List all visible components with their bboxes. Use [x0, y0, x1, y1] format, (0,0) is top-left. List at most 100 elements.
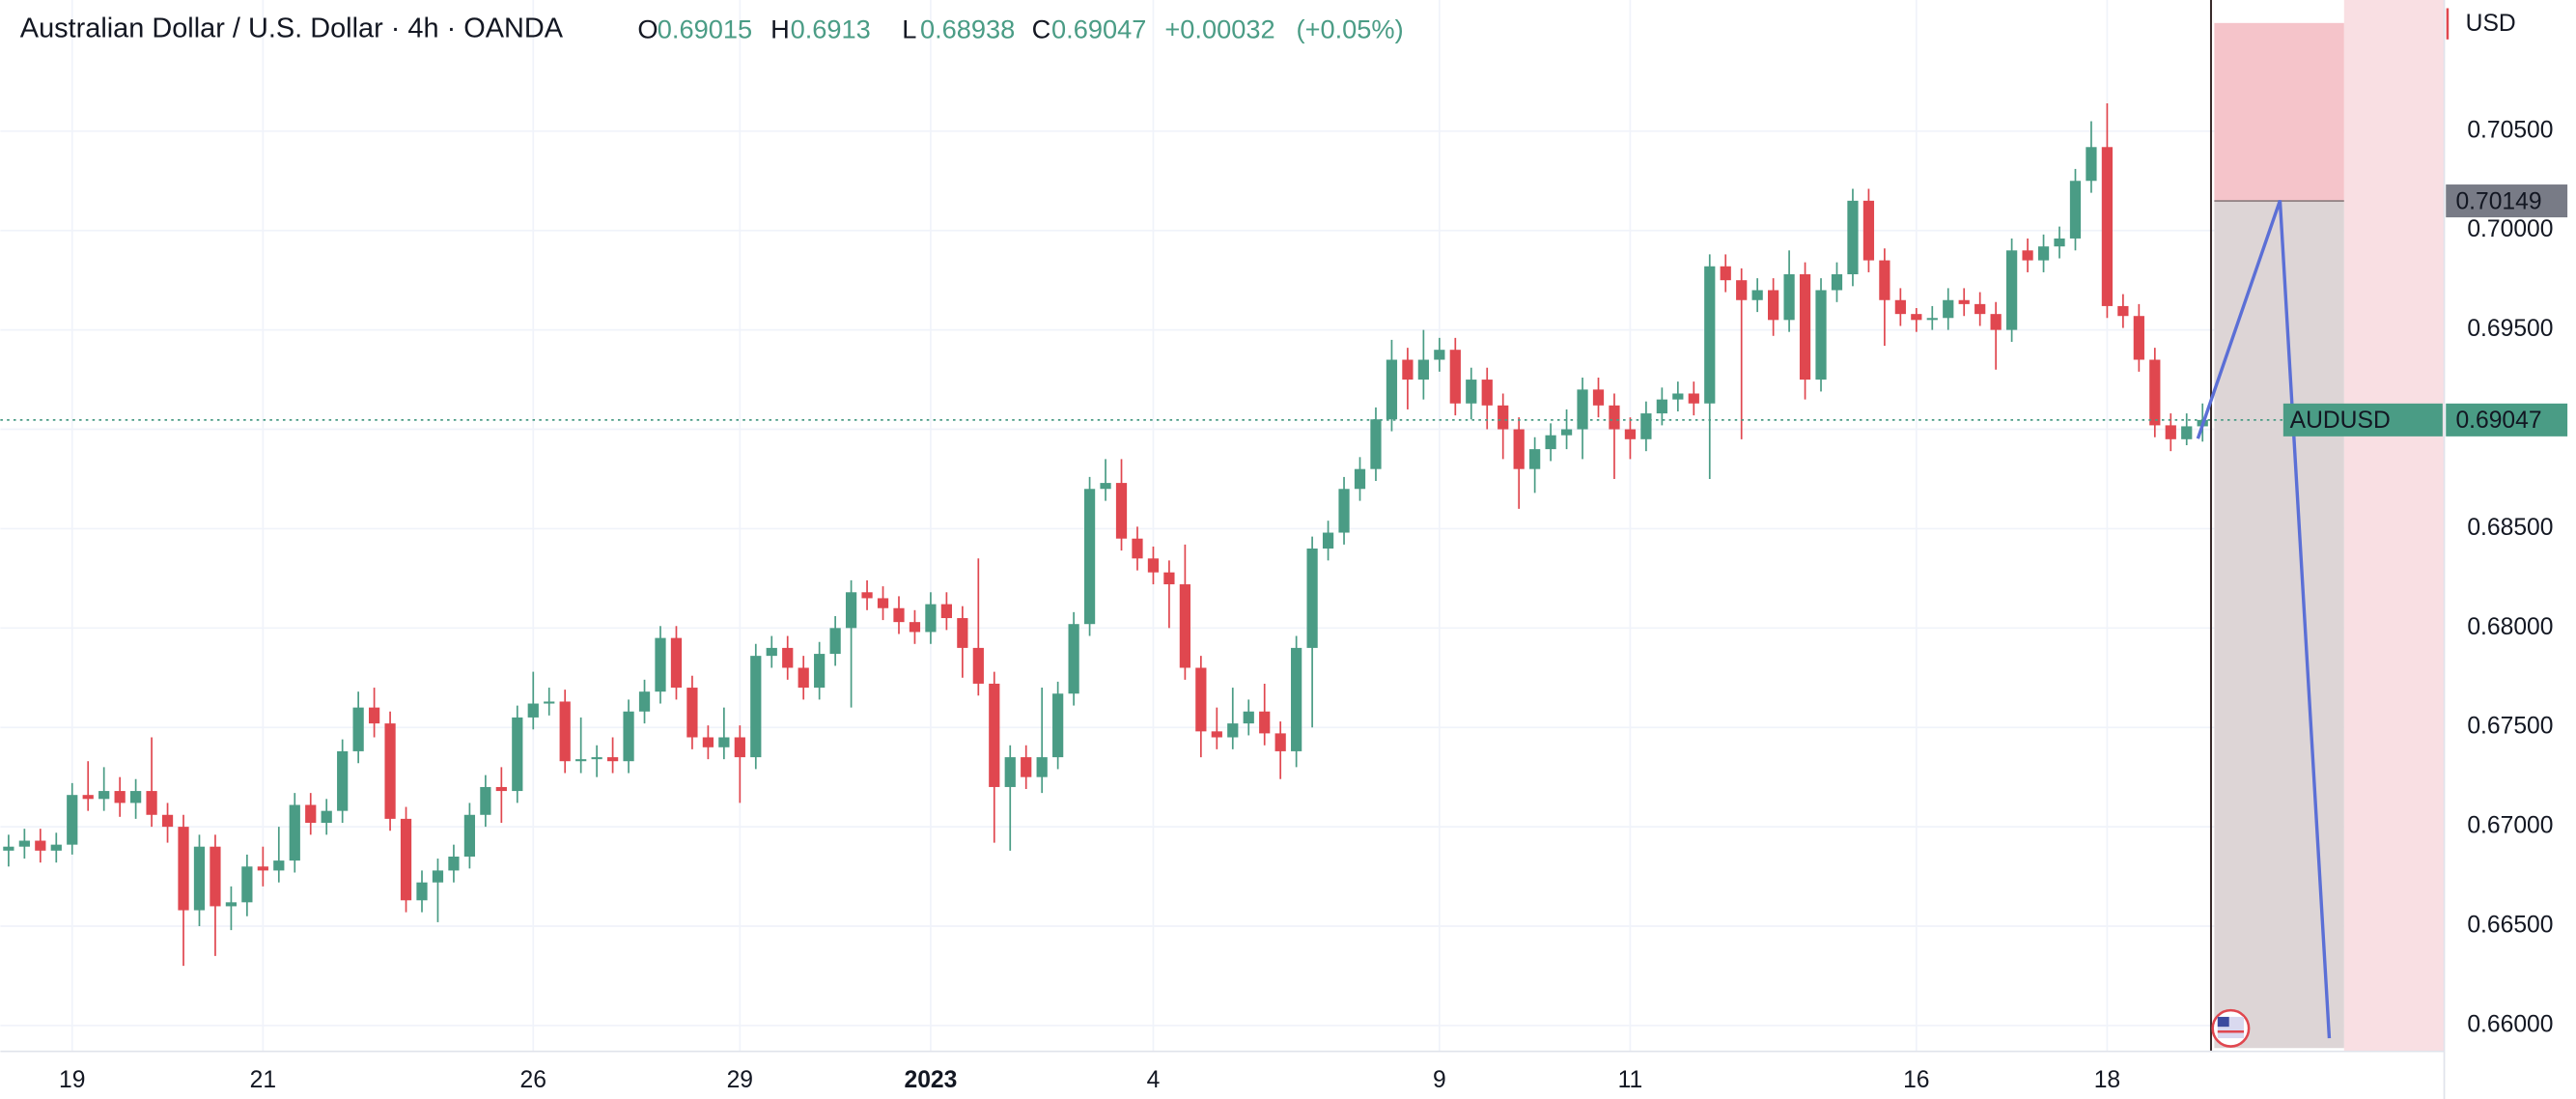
candle-body: [1768, 290, 1779, 321]
candle-body: [527, 703, 539, 718]
x-tick-label: 16: [1903, 1067, 1929, 1093]
x-tick-label: 26: [520, 1067, 546, 1093]
x-tick-label: 2023: [904, 1067, 957, 1093]
candle-body: [1958, 299, 1970, 304]
candle-body: [1783, 274, 1795, 321]
candle-body: [1274, 733, 1286, 751]
candle-body: [766, 647, 777, 657]
candle-body: [1704, 266, 1716, 404]
candle-body: [463, 814, 476, 857]
flag-icon: [2211, 1008, 2251, 1048]
y-tick-label: 0.70000: [2467, 216, 2553, 242]
candle-body: [1815, 290, 1827, 380]
future-zone: [2343, 0, 2445, 1052]
trend-drawing: [2196, 199, 2332, 1039]
candle-body: [3, 846, 14, 851]
price-badge: [2446, 403, 2568, 437]
position-tool: [2214, 22, 2344, 1049]
candle-body: [1640, 413, 1652, 439]
candle-body: [225, 902, 238, 907]
close-label: C: [1032, 14, 1051, 44]
legend-header: Australian Dollar / U.S. Dollar · 4h · O…: [20, 13, 1404, 43]
candle-body: [1259, 711, 1271, 734]
candle-body: [1513, 429, 1525, 469]
low-label: L: [902, 14, 916, 44]
candle-body: [1609, 405, 1620, 430]
candle-body: [1195, 667, 1207, 732]
y-tick-label: 0.69500: [2467, 316, 2553, 342]
candle-body: [877, 598, 889, 608]
candle-body: [1354, 468, 1366, 490]
candle-body: [861, 592, 873, 599]
candle-body: [1306, 549, 1318, 648]
candle-body: [623, 711, 634, 762]
candle-body: [1179, 584, 1190, 668]
y-tick-label: 0.67500: [2467, 714, 2553, 740]
candle-body: [1466, 380, 1477, 404]
low-value: 0.68938: [920, 14, 1015, 44]
candle-body: [352, 707, 364, 751]
candle-body: [1083, 489, 1096, 625]
candle-body: [512, 717, 523, 792]
candle-body: [1481, 380, 1493, 406]
y-tick-label: 0.66000: [2467, 1011, 2553, 1037]
candle-body: [655, 637, 666, 692]
candle-body: [495, 786, 507, 792]
candle-body: [1052, 693, 1064, 758]
symbol-label: AUDUSD: [2290, 408, 2391, 434]
candle-body: [321, 810, 332, 824]
candle-body: [670, 637, 683, 689]
candle-body: [35, 840, 46, 851]
candle-body: [1799, 274, 1811, 380]
candle-body: [734, 737, 745, 758]
candle-body: [1879, 260, 1890, 300]
candle-body: [972, 647, 984, 684]
candle-body: [1847, 200, 1859, 275]
x-tick-label: 4: [1147, 1067, 1161, 1093]
candle-body: [368, 707, 380, 724]
candle-body: [1592, 389, 1605, 406]
candle-body: [2149, 359, 2161, 426]
candle-body: [2037, 246, 2050, 261]
candle-body: [1751, 290, 1763, 300]
candle-body: [1911, 314, 1922, 321]
candle-body: [1545, 435, 1556, 450]
candle-body: [638, 691, 651, 712]
candle-body: [416, 882, 428, 901]
candle-body: [1338, 489, 1350, 533]
candle-body: [1688, 393, 1699, 404]
currency-label: USD: [2466, 11, 2516, 37]
candle-body: [337, 750, 349, 811]
change-value: +0.00032: [1164, 14, 1274, 44]
x-tick-label: 11: [1618, 1067, 1643, 1093]
candle-body: [940, 604, 952, 619]
candle-body: [1434, 350, 1445, 360]
candle-body: [1163, 572, 1175, 585]
open-value: 0.69015: [658, 14, 752, 44]
loss-zone: [2214, 22, 2344, 202]
candle-body: [1100, 483, 1111, 490]
candle-body: [1021, 757, 1032, 777]
candle-body: [67, 795, 78, 845]
candle-body: [989, 683, 1000, 787]
candle-body: [384, 723, 396, 819]
x-tick-label: 19: [59, 1067, 85, 1093]
candle-body: [814, 654, 826, 689]
candle-body: [1322, 532, 1334, 550]
x-tick-label: 21: [250, 1067, 276, 1093]
candle-body: [1386, 359, 1398, 420]
close-value: 0.69047: [1051, 14, 1146, 44]
candle-body: [2069, 181, 2082, 239]
candle-body: [2054, 238, 2065, 247]
candle-body: [925, 604, 937, 633]
candle-body: [829, 628, 841, 655]
candle-body: [1211, 731, 1222, 738]
grid: [0, 0, 2445, 1052]
candle-body: [210, 846, 221, 907]
y-tick-label: 0.66500: [2467, 913, 2553, 939]
candle-body: [1115, 483, 1128, 539]
symbol-badge: [2282, 403, 2443, 437]
candle-body: [1243, 711, 1254, 724]
